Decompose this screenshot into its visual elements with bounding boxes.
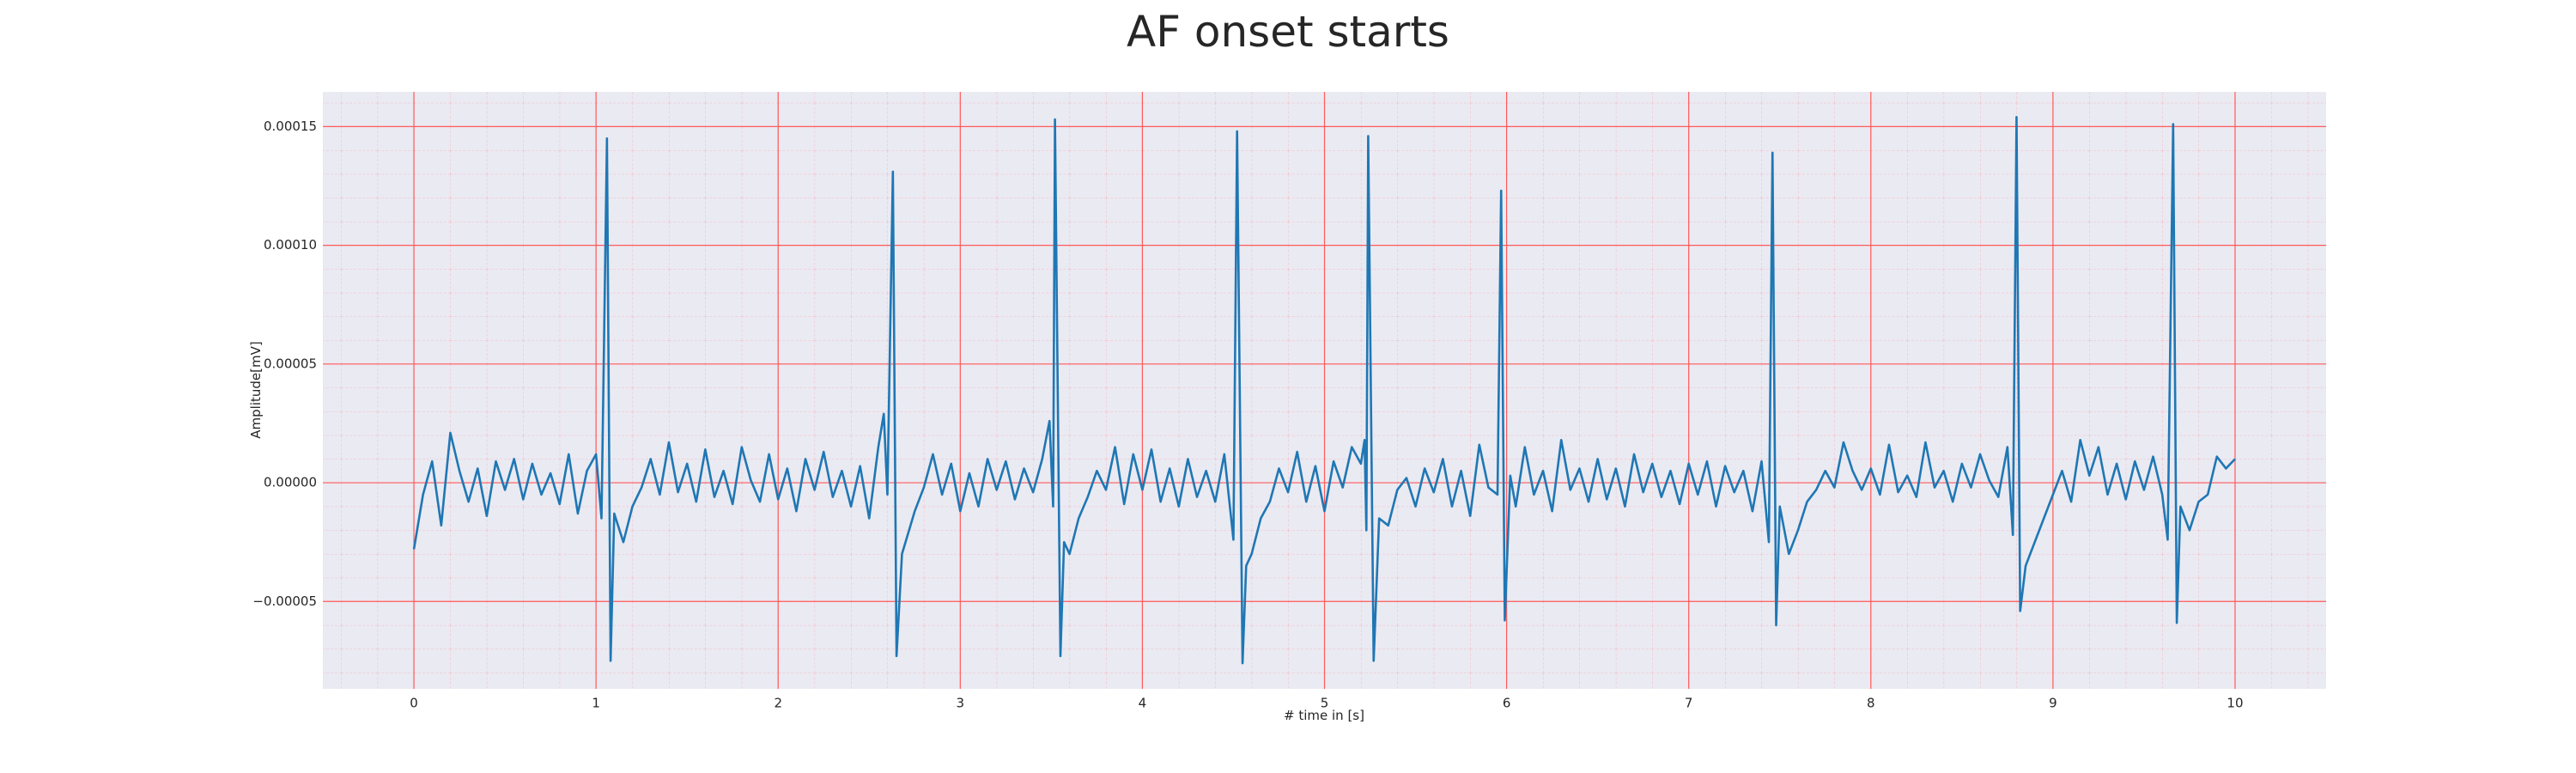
- y-tick-label: 0.00000: [264, 475, 317, 490]
- y-tick-label: 0.00010: [264, 237, 317, 253]
- x-tick-label: 6: [1503, 696, 1511, 711]
- x-axis-label: # time in [s]: [1284, 708, 1364, 723]
- chart-title: AF onset starts: [1127, 7, 1449, 57]
- x-tick-label: 7: [1685, 696, 1693, 711]
- x-tick-label: 3: [957, 696, 965, 711]
- x-tick-label: 9: [2049, 696, 2057, 711]
- x-tick-label: 2: [774, 696, 782, 711]
- y-tick-label: −0.00005: [252, 593, 317, 609]
- x-tick-label: 10: [2227, 696, 2243, 711]
- x-tick-label: 1: [592, 696, 600, 711]
- y-axis-label: Amplitude[mV]: [248, 341, 264, 438]
- x-tick-label: 8: [1867, 696, 1875, 711]
- x-tick-label: 5: [1321, 696, 1329, 711]
- ecg-line: [412, 116, 2236, 665]
- y-tick-label: 0.00015: [264, 119, 317, 134]
- x-tick-label: 4: [1139, 696, 1147, 711]
- x-tick-label: 0: [410, 696, 418, 711]
- y-tick-label: 0.00005: [264, 356, 317, 371]
